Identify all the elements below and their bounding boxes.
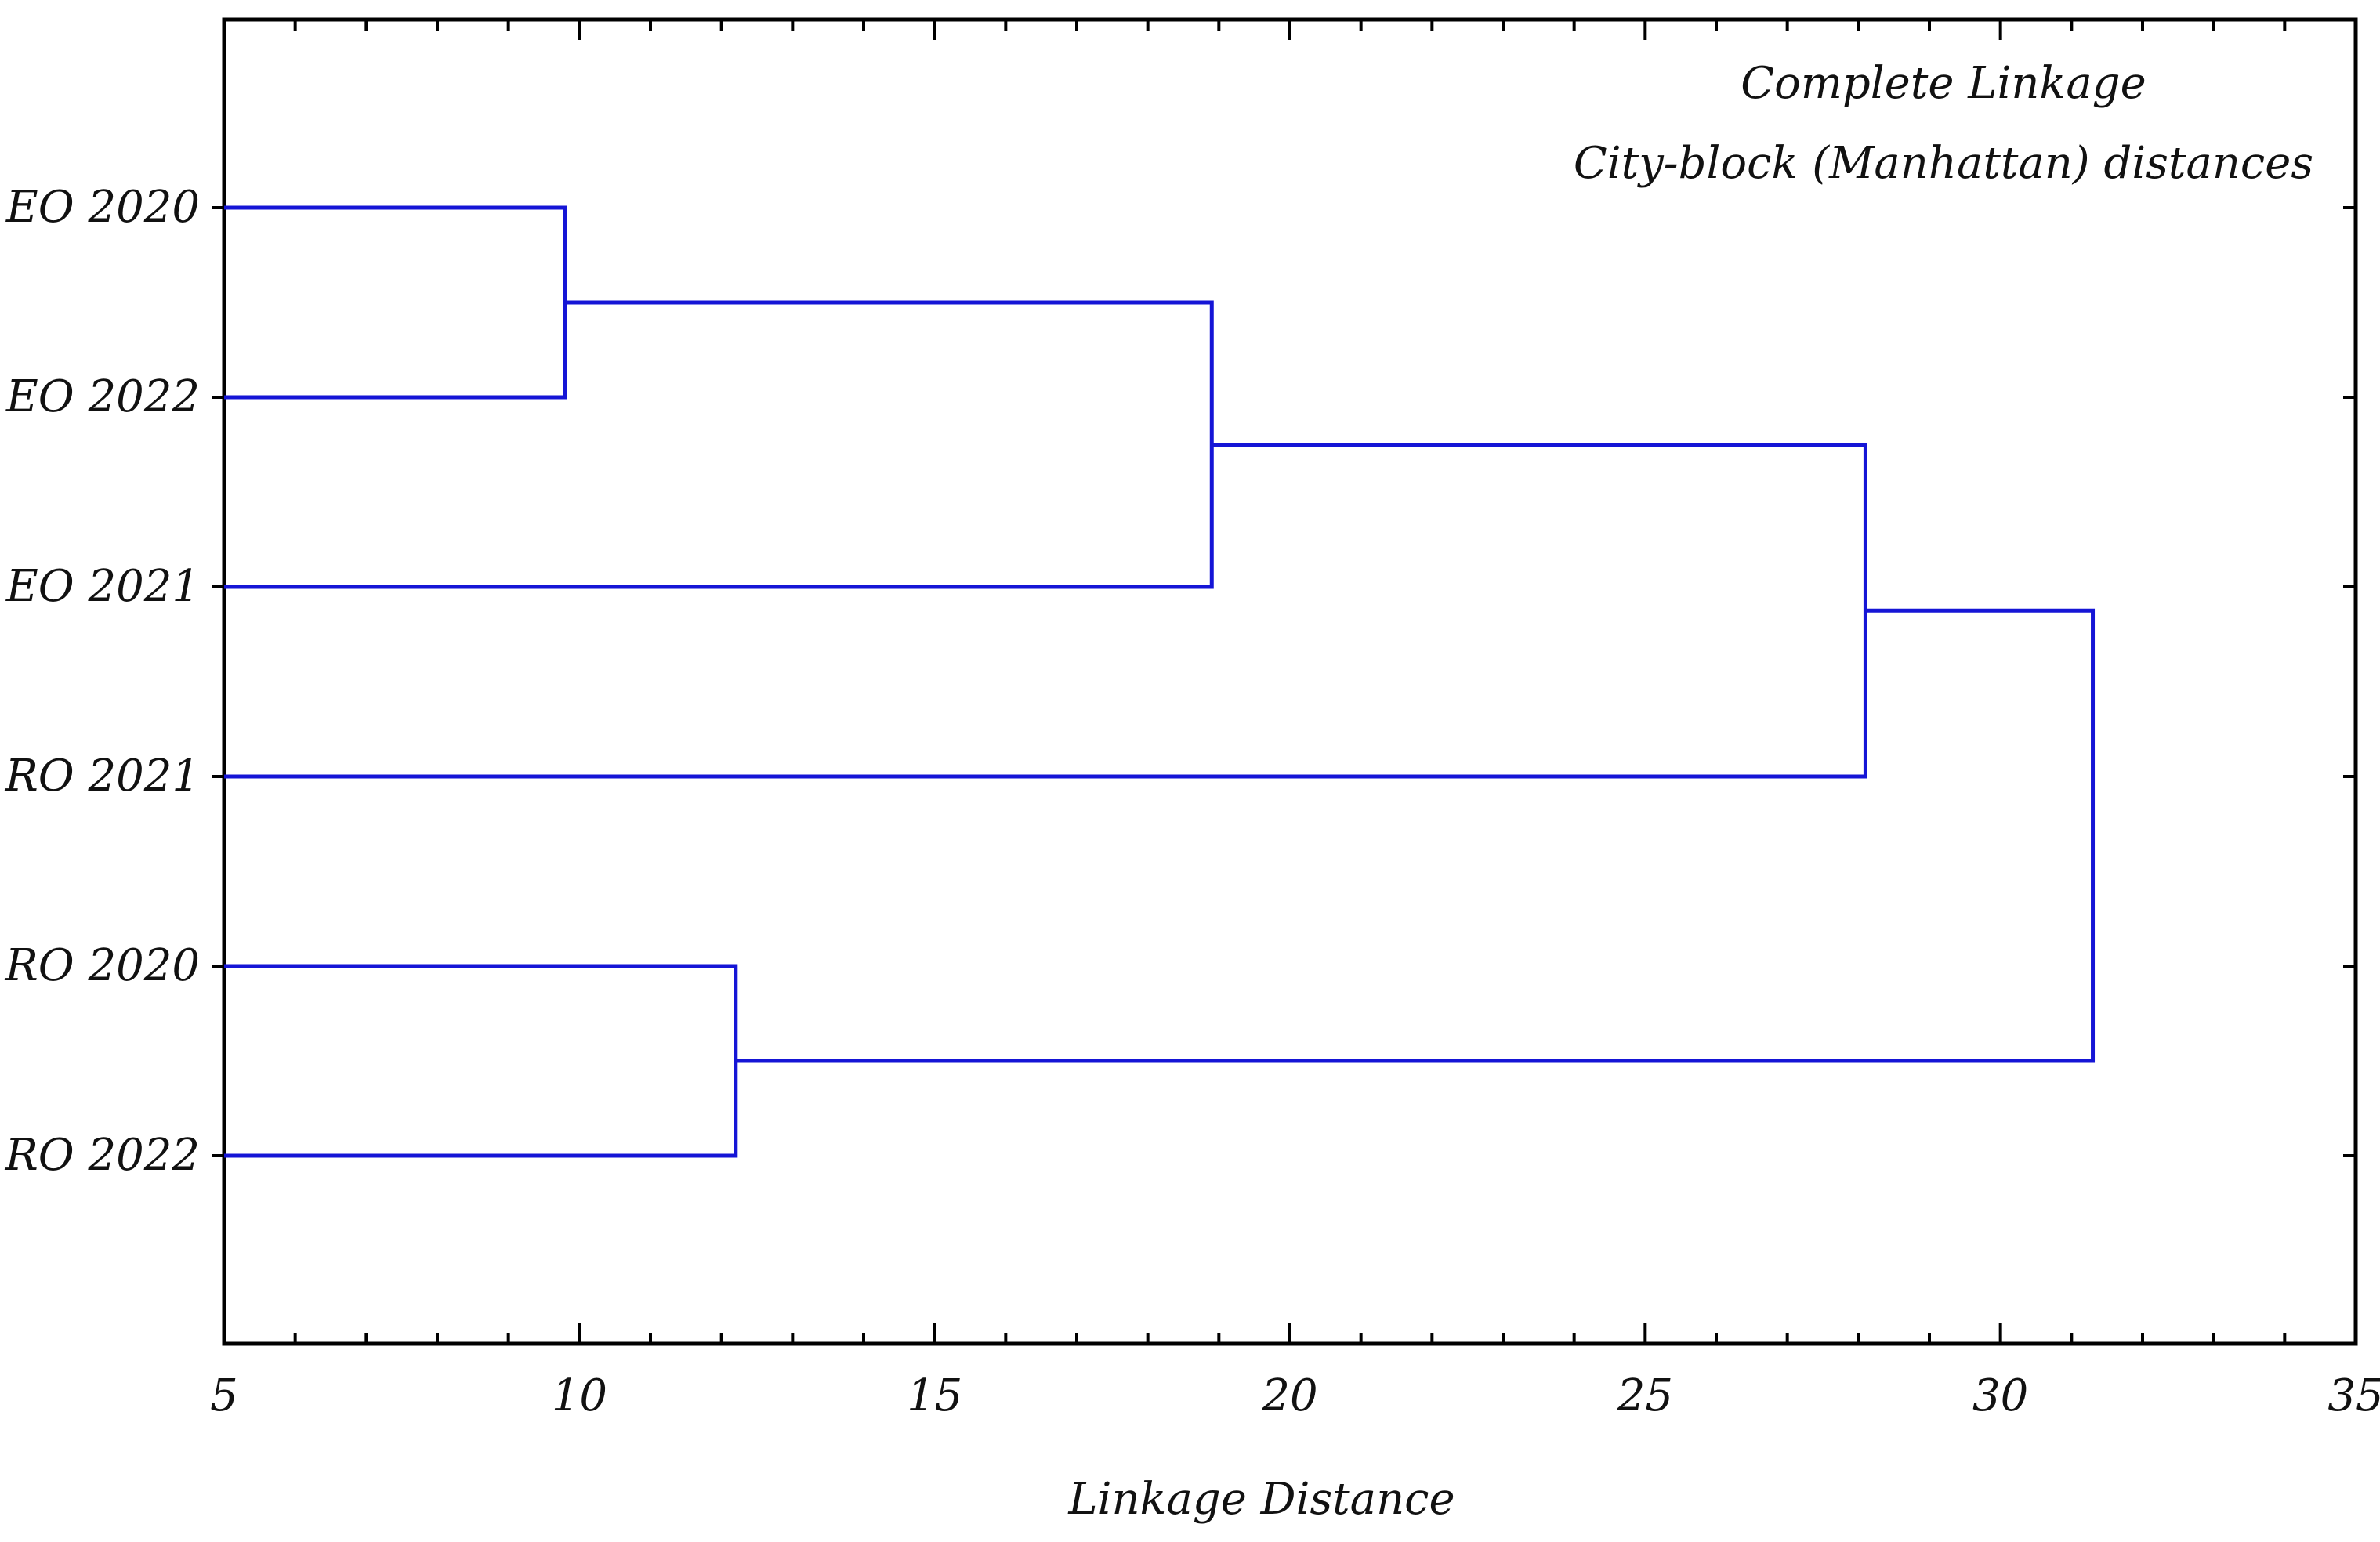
leaf-label: RO 2021 xyxy=(5,751,200,802)
linkage-method-annotation: Complete Linkage xyxy=(1741,58,2146,109)
x-tick-label: 25 xyxy=(1617,1370,1673,1421)
leaf-label: RO 2020 xyxy=(5,940,200,991)
distance-metric-annotation: City-block (Manhattan) distances xyxy=(1574,138,2313,189)
leaf-ticks xyxy=(212,206,2356,1157)
x-tick-label: 35 xyxy=(2327,1370,2380,1421)
x-tick-label: 30 xyxy=(1972,1370,2028,1421)
merge-link xyxy=(224,300,1214,589)
leaf-labels: EO 2020 EO 2022 EO 2021 RO 2021 RO 2020 RO 20… xyxy=(5,182,200,1181)
x-tick-label: 5 xyxy=(210,1370,238,1421)
merge-link xyxy=(224,964,738,1158)
x-tick-label: 10 xyxy=(552,1370,607,1421)
merge-link xyxy=(224,205,567,400)
x-tick-label: 20 xyxy=(1261,1370,1317,1421)
merge-link xyxy=(735,608,2096,1063)
x-axis-title: Linkage Distance xyxy=(1067,1474,1454,1525)
x-axis-tick-labels: 5 10 15 20 25 30 35 xyxy=(210,1370,2380,1421)
dendrogram-links xyxy=(224,205,2096,1158)
x-tick-label: 15 xyxy=(907,1370,962,1421)
leaf-label: EO 2022 xyxy=(5,371,200,422)
merge-link xyxy=(224,443,1867,779)
leaf-label: EO 2021 xyxy=(5,561,200,612)
x-axis-ticks xyxy=(223,20,2357,1344)
leaf-label: EO 2020 xyxy=(5,182,200,233)
plot-frame xyxy=(222,17,2358,1346)
leaf-label: RO 2022 xyxy=(5,1130,200,1181)
